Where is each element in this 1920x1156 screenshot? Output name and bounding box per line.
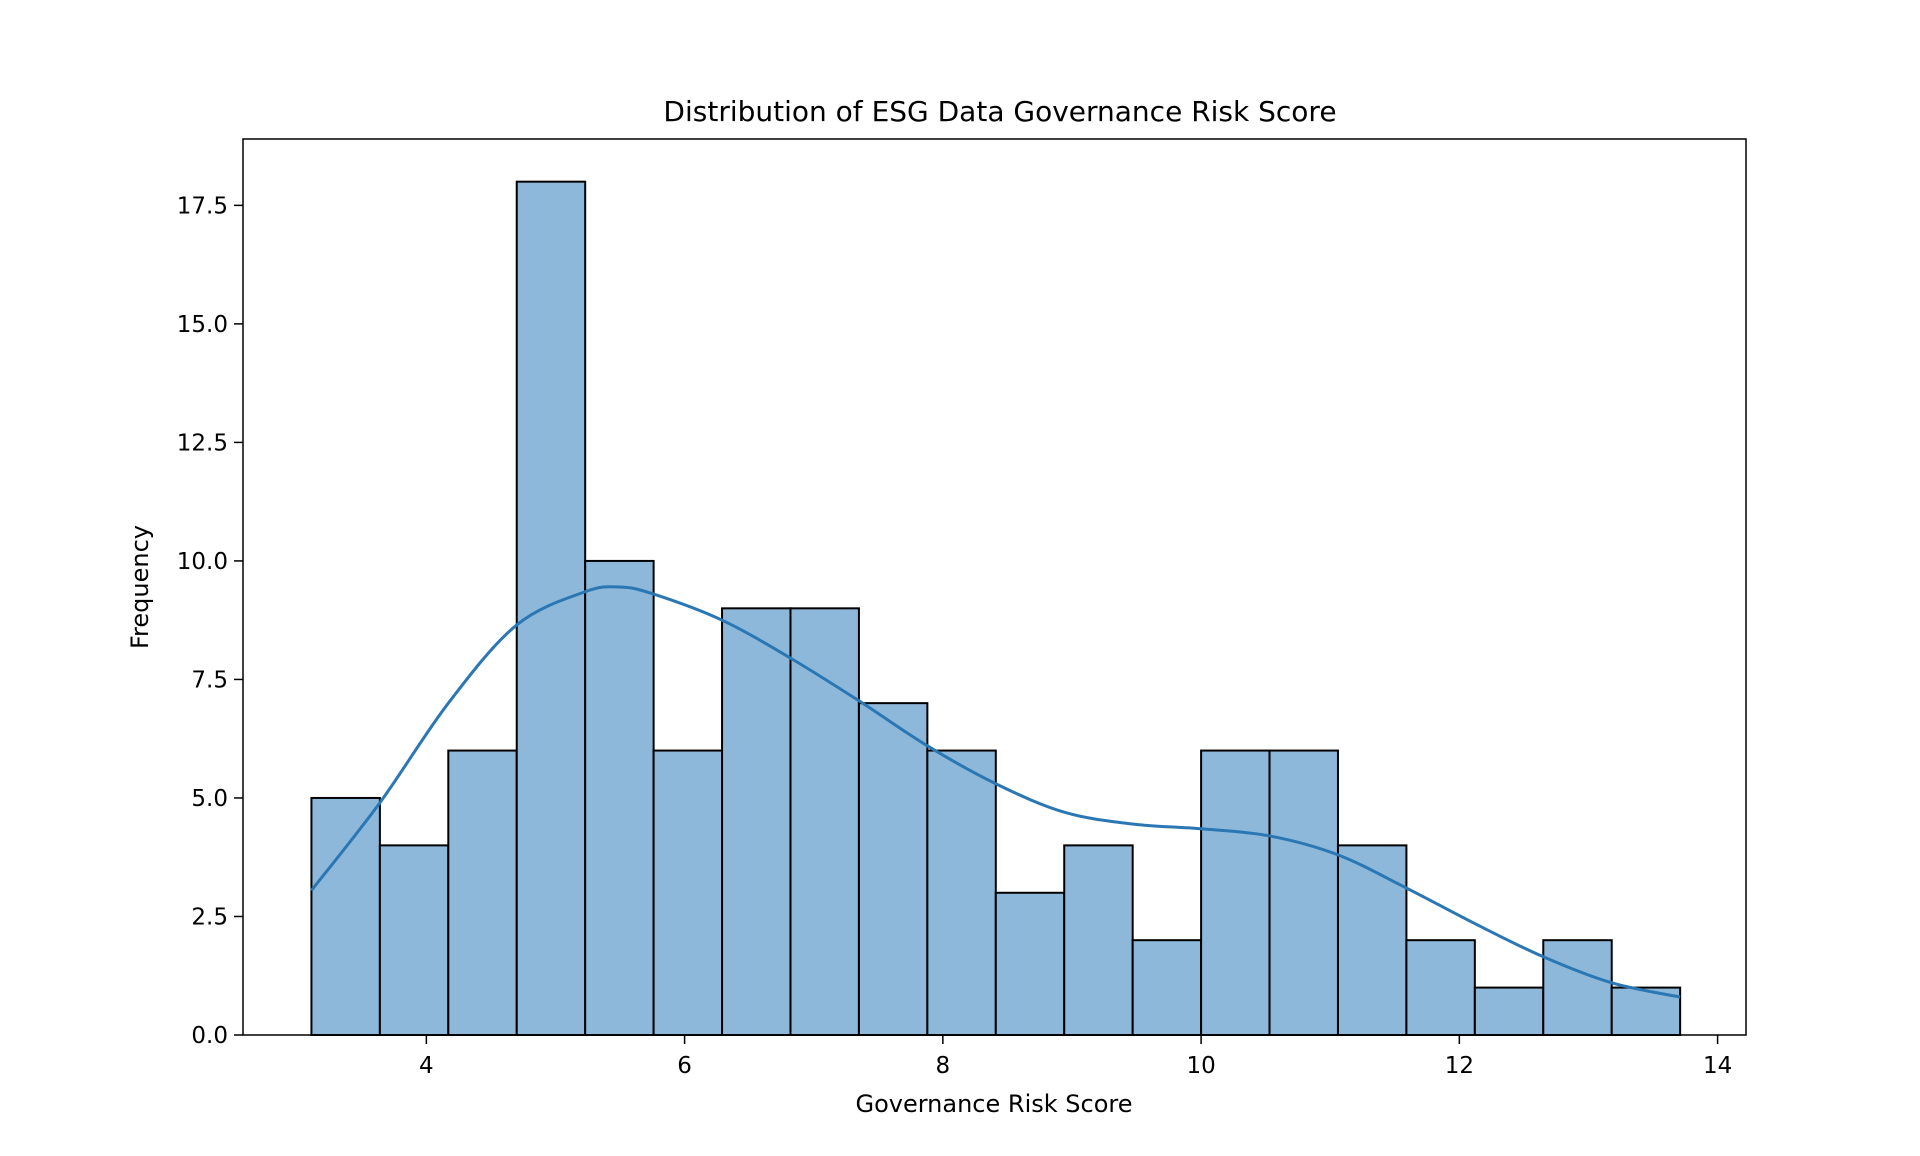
y-axis-ticks: 0.0 2.5 5.0 7.5 10.0 12.5 15.0 17.5: [177, 193, 243, 1049]
y-tick-label: 15.0: [177, 312, 228, 338]
chart-title: Distribution of ESG Data Governance Risk…: [663, 95, 1336, 128]
x-tick-label: 12: [1445, 1053, 1474, 1079]
y-tick-label: 2.5: [191, 904, 228, 930]
kde-layer: [310, 585, 1681, 999]
x-tick-label: 14: [1703, 1053, 1732, 1079]
y-tick-label: 0.0: [191, 1023, 228, 1049]
histogram-bar: [1063, 844, 1134, 1036]
histogram-bar: [994, 891, 1066, 1037]
histogram-bar: [926, 749, 997, 1036]
histogram-bar: [378, 844, 450, 1036]
histogram-bar: [1405, 939, 1476, 1036]
histogram-bar: [789, 607, 860, 1037]
x-axis-label: Governance Risk Score: [855, 1090, 1132, 1118]
y-axis-label: Frequency: [126, 525, 154, 649]
y-tick-label: 10.0: [177, 549, 228, 575]
y-tick-label: 7.5: [191, 667, 228, 693]
y-tick-label: 5.0: [191, 786, 228, 812]
x-axis-ticks: 4 6 8 10 12 14: [419, 1035, 1732, 1079]
plot-frame: [242, 138, 1747, 1036]
histogram-bar: [857, 702, 929, 1037]
histogram-bar: [1268, 749, 1339, 1036]
bars-layer: [310, 180, 1682, 1037]
y-tick-label: 12.5: [177, 430, 228, 456]
histogram-bar: [1542, 939, 1613, 1036]
x-tick-label: 8: [936, 1053, 951, 1079]
histogram-bar: [1200, 749, 1271, 1036]
histogram-bar: [721, 607, 792, 1037]
x-tick-label: 10: [1186, 1053, 1215, 1079]
histogram-bar: [584, 559, 655, 1036]
histogram-bar: [447, 749, 518, 1036]
x-tick-label: 6: [677, 1053, 692, 1079]
histogram-bar: [1336, 844, 1408, 1036]
x-tick-label: 4: [419, 1053, 434, 1079]
kde-line: [310, 585, 1681, 999]
histogram-bar: [1473, 986, 1545, 1037]
histogram-bar: [652, 749, 724, 1036]
histogram-bar: [515, 180, 587, 1037]
histogram-bar: [310, 796, 381, 1037]
y-tick-label: 17.5: [177, 193, 228, 219]
histogram-bar: [1131, 939, 1203, 1036]
